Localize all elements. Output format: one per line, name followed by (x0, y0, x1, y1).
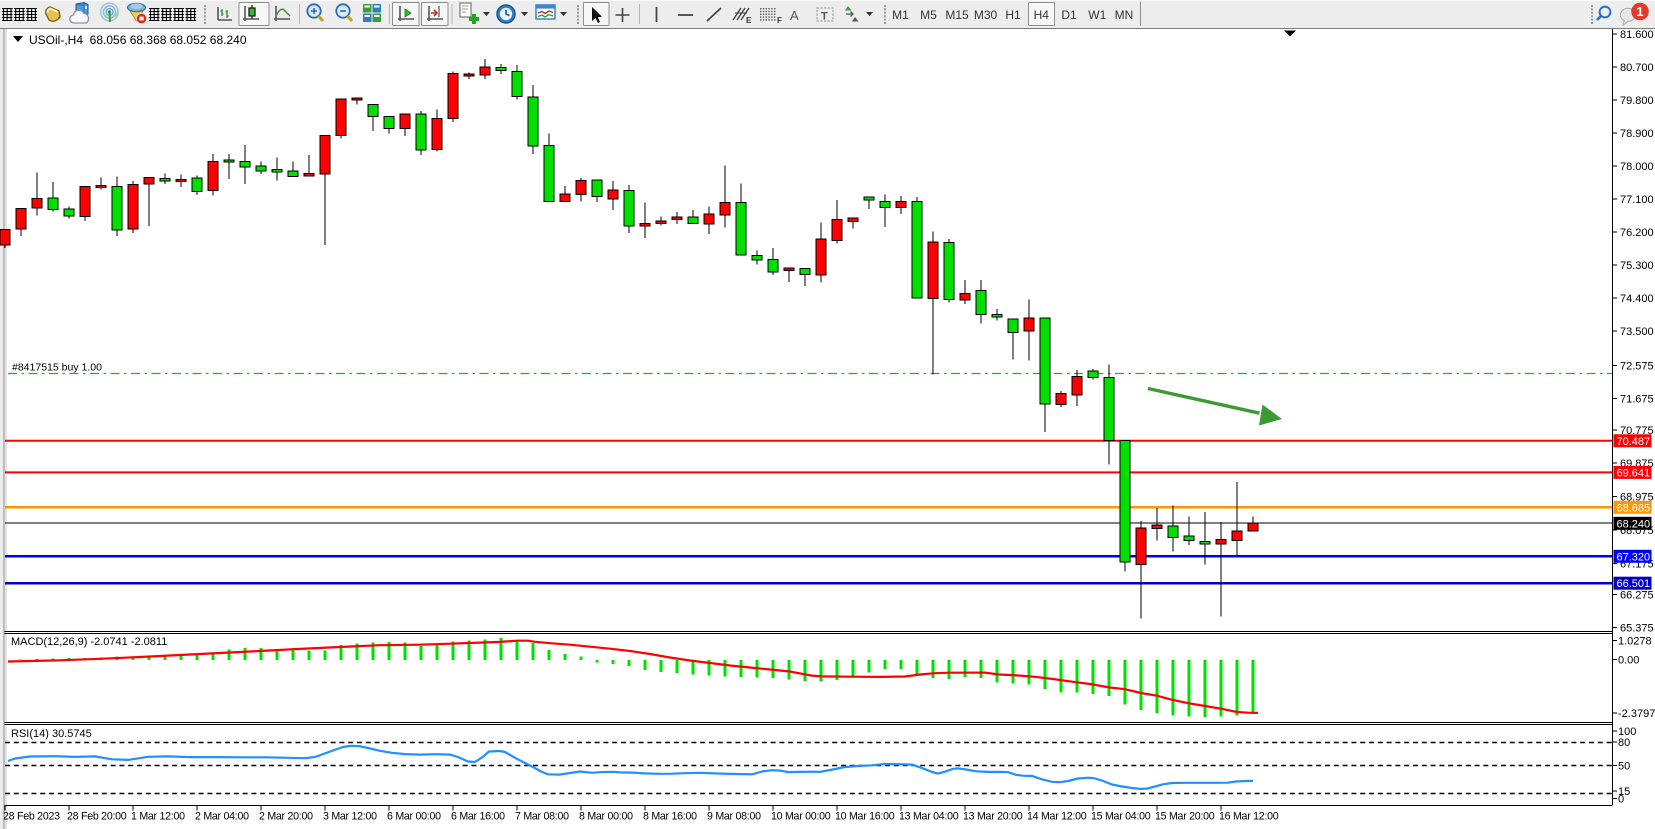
svg-text:F: F (777, 16, 782, 25)
svg-text:7 Mar 08:00: 7 Mar 08:00 (515, 811, 569, 823)
svg-text:13 Mar 20:00: 13 Mar 20:00 (963, 811, 1023, 823)
svg-text:1 Mar 12:00: 1 Mar 12:00 (131, 811, 185, 823)
svg-text:USOil-,H4 68.056 68.368 68.05: USOil-,H4 68.056 68.368 68.052 68.240 (29, 33, 247, 47)
svg-text:W1: W1 (1088, 8, 1106, 22)
svg-text:M15: M15 (945, 8, 969, 22)
svg-text:1.0278: 1.0278 (1618, 636, 1652, 648)
svg-text:76.200: 76.200 (1620, 227, 1654, 239)
svg-text:66.501: 66.501 (1617, 578, 1651, 590)
svg-text:16 Mar 12:00: 16 Mar 12:00 (1219, 811, 1279, 823)
svg-text:100: 100 (1618, 726, 1636, 738)
svg-text:68.685: 68.685 (1617, 502, 1651, 514)
svg-text:69.641: 69.641 (1617, 467, 1651, 479)
svg-text:70.775: 70.775 (1620, 425, 1654, 437)
svg-text:0: 0 (1618, 794, 1624, 806)
svg-text:E: E (746, 16, 752, 25)
svg-text:RSI(14) 30.5745: RSI(14) 30.5745 (11, 728, 92, 740)
svg-text:0.00: 0.00 (1618, 654, 1639, 666)
svg-text:15: 15 (1618, 786, 1630, 798)
svg-text:81.600: 81.600 (1620, 29, 1654, 41)
svg-text:H1: H1 (1005, 8, 1021, 22)
svg-text:65.375: 65.375 (1620, 623, 1654, 635)
svg-text:68.240: 68.240 (1617, 518, 1651, 530)
svg-text:80.700: 80.700 (1620, 62, 1654, 74)
svg-text:8 Mar 00:00: 8 Mar 00:00 (579, 811, 633, 823)
svg-text:50: 50 (1618, 760, 1630, 772)
svg-text:14 Mar 12:00: 14 Mar 12:00 (1027, 811, 1087, 823)
svg-text:6 Mar 00:00: 6 Mar 00:00 (387, 811, 441, 823)
svg-text:28 Feb 2023: 28 Feb 2023 (3, 811, 60, 823)
svg-text:79.800: 79.800 (1620, 95, 1654, 107)
svg-text:74.400: 74.400 (1620, 293, 1654, 305)
svg-text:71.675: 71.675 (1620, 394, 1654, 406)
svg-text:8 Mar 16:00: 8 Mar 16:00 (643, 811, 697, 823)
svg-text:T: T (821, 11, 828, 23)
svg-text:M1: M1 (892, 8, 909, 22)
svg-text:75.300: 75.300 (1620, 260, 1654, 272)
svg-text:13 Mar 04:00: 13 Mar 04:00 (899, 811, 959, 823)
svg-text:-2.3797: -2.3797 (1618, 708, 1655, 720)
svg-text:10 Mar 16:00: 10 Mar 16:00 (835, 811, 895, 823)
svg-text:2 Mar 20:00: 2 Mar 20:00 (259, 811, 313, 823)
svg-text:M30: M30 (974, 8, 998, 22)
svg-text:70.487: 70.487 (1617, 436, 1651, 448)
svg-text:15 Mar 20:00: 15 Mar 20:00 (1155, 811, 1215, 823)
svg-text:#8417515 buy 1.00: #8417515 buy 1.00 (12, 362, 102, 374)
svg-text:MN: MN (1115, 8, 1134, 22)
svg-text:6 Mar 16:00: 6 Mar 16:00 (451, 811, 505, 823)
svg-text:73.500: 73.500 (1620, 326, 1654, 338)
svg-text:H4: H4 (1034, 8, 1050, 22)
svg-text:D1: D1 (1061, 8, 1077, 22)
svg-text:3 Mar 12:00: 3 Mar 12:00 (323, 811, 377, 823)
svg-text:MACD(12,26,9) -2.0741 -2.0811: MACD(12,26,9) -2.0741 -2.0811 (11, 636, 167, 648)
svg-text:M5: M5 (920, 8, 937, 22)
svg-text:2 Mar 04:00: 2 Mar 04:00 (195, 811, 249, 823)
svg-text:A: A (790, 8, 799, 23)
svg-text:80: 80 (1618, 737, 1630, 749)
svg-text:78.000: 78.000 (1620, 161, 1654, 173)
svg-text:66.275: 66.275 (1620, 590, 1654, 602)
svg-text:10 Mar 00:00: 10 Mar 00:00 (771, 811, 831, 823)
svg-text:28 Feb 20:00: 28 Feb 20:00 (67, 811, 127, 823)
svg-text:1: 1 (1636, 4, 1643, 19)
svg-text:77.100: 77.100 (1620, 194, 1654, 206)
svg-text:67.320: 67.320 (1617, 551, 1651, 563)
svg-text:9 Mar 08:00: 9 Mar 08:00 (707, 811, 761, 823)
svg-text:68.975: 68.975 (1620, 491, 1654, 503)
svg-text:78.900: 78.900 (1620, 128, 1654, 140)
svg-text:72.575: 72.575 (1620, 361, 1654, 373)
svg-text:15 Mar 04:00: 15 Mar 04:00 (1091, 811, 1151, 823)
